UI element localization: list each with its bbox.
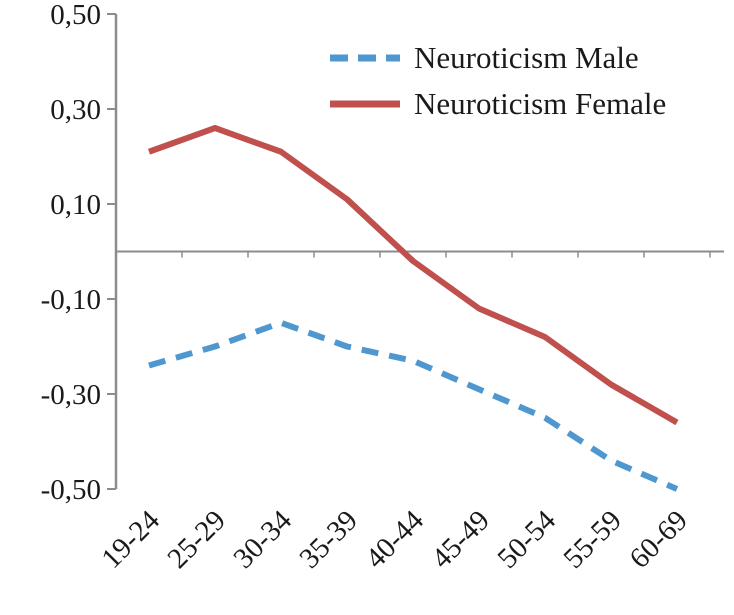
y-tick-label: -0,30 — [41, 379, 101, 411]
legend-label-male: Neuroticism Male — [414, 40, 639, 75]
x-tick-label: 50-54 — [491, 504, 562, 575]
legend-label-female: Neuroticism Female — [414, 86, 666, 121]
series-line-female — [147, 125, 679, 426]
x-tick-label: 35-39 — [293, 504, 363, 574]
y-tick-label: 0,50 — [50, 0, 101, 31]
x-tick-label: 60-69 — [623, 504, 693, 574]
x-tick-label: 45-49 — [425, 504, 495, 574]
x-tick-label: 30-34 — [227, 504, 298, 575]
y-tick-label: -0,50 — [41, 474, 101, 506]
y-tick-label: 0,30 — [50, 94, 101, 126]
x-tick-label: 25-29 — [161, 504, 231, 574]
y-tick-label: 0,10 — [50, 189, 101, 221]
x-tick-label: 40-44 — [359, 504, 430, 575]
x-tick-label: 55-59 — [557, 504, 627, 574]
series-line-male — [148, 319, 679, 492]
x-tick-label: 19-24 — [95, 504, 166, 575]
y-tick-label: -0,10 — [41, 284, 101, 316]
